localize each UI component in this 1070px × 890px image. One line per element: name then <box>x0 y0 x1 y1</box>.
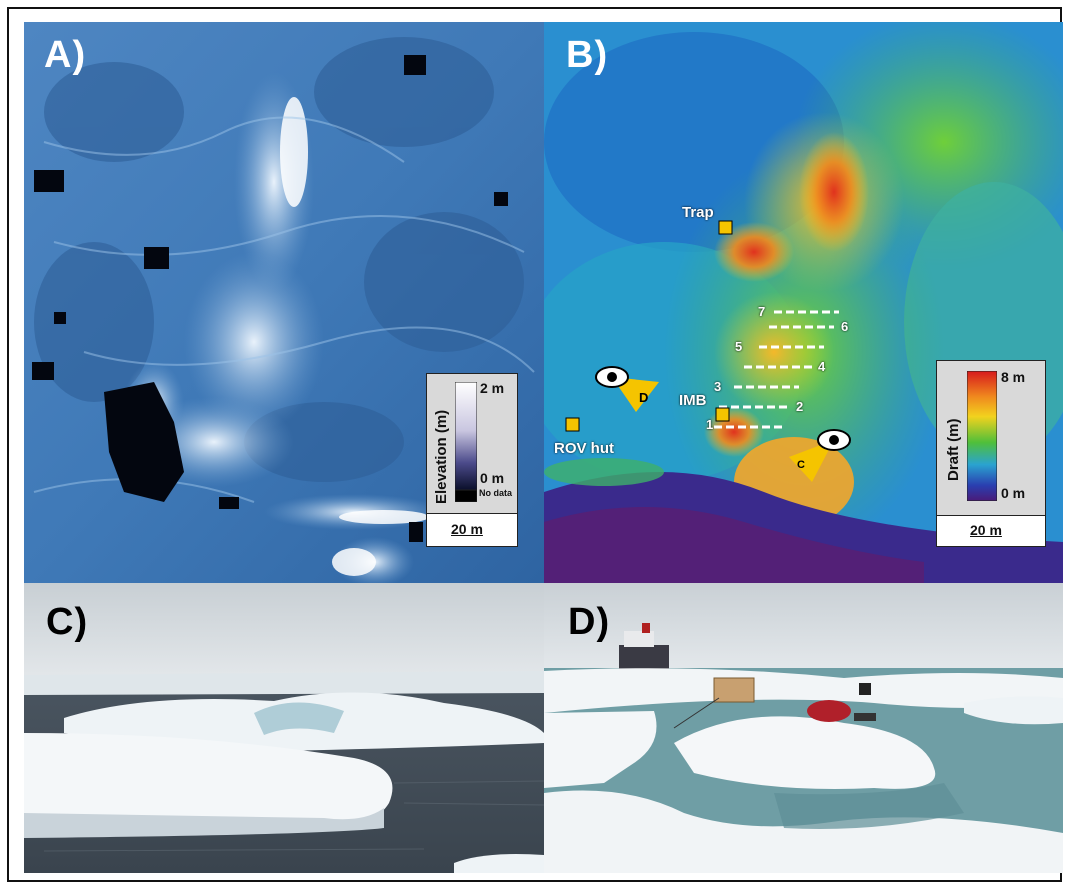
panel-c-photo: C) <box>24 583 544 873</box>
draft-max-label: 8 m <box>1001 369 1026 385</box>
elevation-nodata-label: No data <box>479 488 513 498</box>
view-c-label: C <box>797 459 805 471</box>
panel-c-label: C) <box>46 601 89 643</box>
transect-label-4: 4 <box>818 359 826 374</box>
draft-scale-label: 20 m <box>970 522 1002 538</box>
transect-lines <box>714 310 839 429</box>
research-vessel <box>619 623 669 671</box>
trap-marker <box>718 220 733 235</box>
sea-ice-photo-c <box>24 583 544 873</box>
panel-a-elevation-map: A) Elevation (m) 2 m 0 m No data 20 m <box>24 22 544 583</box>
draft-min-label: 0 m <box>1001 485 1026 501</box>
imb-label: IMB <box>679 392 707 409</box>
elevation-max-label: 2 m <box>480 380 505 396</box>
transect-label-6: 6 <box>841 319 849 334</box>
transect-label-5: 5 <box>735 339 743 354</box>
draft-legend-title: Draft (m) <box>945 418 962 482</box>
transect-label-2: 2 <box>796 399 804 414</box>
panel-a-label: A) <box>44 34 87 76</box>
sea-ice-photo-d <box>544 583 1063 873</box>
panel-b-draft-map: B) Trap IMB ROV hut D C 7 6 5 4 3 2 1 Dr… <box>544 22 1063 583</box>
elevation-min-label: 0 m <box>480 470 505 486</box>
view-marker-c <box>789 429 851 482</box>
transect-label-7: 7 <box>758 304 766 319</box>
rov-hut-marker <box>565 417 580 432</box>
draft-map-image <box>544 22 1063 583</box>
panel-d-label: D) <box>568 601 611 643</box>
draft-scale-bar: 20 m <box>936 515 1046 547</box>
no-data-patches <box>32 55 508 542</box>
trap-label: Trap <box>682 204 714 221</box>
elevation-map-image <box>24 22 544 583</box>
elevation-legend: Elevation (m) 2 m 0 m No data <box>426 373 518 515</box>
draft-colorbar <box>967 371 997 501</box>
elevation-colorbar <box>455 382 477 502</box>
elevation-scale-label: 20 m <box>451 521 483 537</box>
view-marker-d <box>595 366 659 412</box>
panel-b-label: B) <box>566 34 609 76</box>
elevation-legend-title: Elevation (m) <box>433 409 450 504</box>
elevation-scale-bar: 20 m <box>426 513 518 547</box>
panel-d-photo: D) <box>544 583 1063 873</box>
imb-marker <box>715 407 730 422</box>
transect-label-1: 1 <box>706 417 714 432</box>
rov-hut-label: ROV hut <box>554 440 614 457</box>
view-d-label: D <box>639 390 649 405</box>
transect-label-3: 3 <box>714 379 722 394</box>
draft-legend: Draft (m) 8 m 0 m <box>936 360 1046 517</box>
